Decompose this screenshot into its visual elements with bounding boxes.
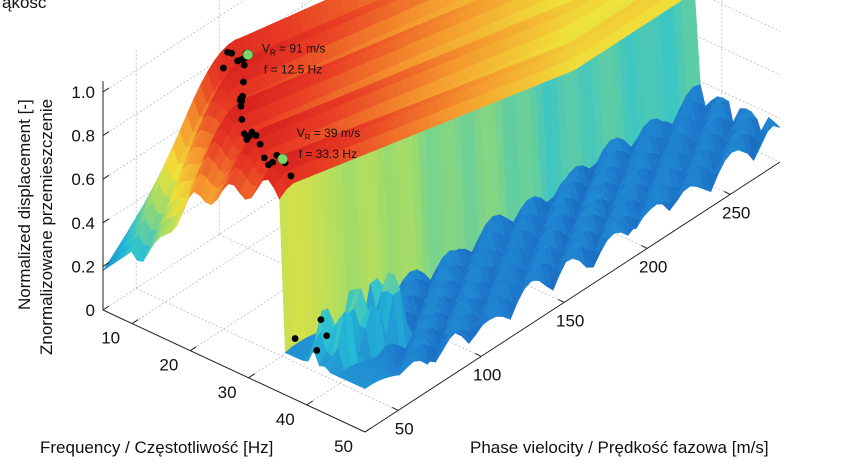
dispersion-point bbox=[269, 158, 277, 166]
dispersion-point bbox=[228, 49, 236, 57]
y-tick-mark bbox=[306, 400, 314, 406]
x-tick-label: 200 bbox=[639, 257, 667, 276]
x-tick-labels: 50 100 150 200 250 bbox=[391, 190, 750, 438]
z-axis-label-line2: Znormalizowane przemieszczenie bbox=[37, 99, 56, 355]
dispersion-point bbox=[238, 116, 246, 123]
dispersion-point bbox=[313, 347, 321, 354]
z-tick-label: 0.2 bbox=[71, 257, 95, 276]
dispersion-point bbox=[252, 132, 260, 139]
z-tick-label: 0.4 bbox=[71, 214, 95, 233]
highlight-point bbox=[242, 49, 254, 60]
z-tick-label: 0.6 bbox=[71, 170, 95, 189]
y-tick-mark bbox=[131, 319, 139, 324]
surface-patch bbox=[358, 380, 373, 389]
z-axis-label: Normalized displacement [-] Znormalizowa… bbox=[15, 99, 56, 355]
z-tick-mark bbox=[102, 261, 110, 267]
annotation-frequency: f = 12.5 Hz bbox=[264, 63, 322, 77]
x-tick-label: 150 bbox=[556, 311, 584, 330]
dispersion-point bbox=[219, 64, 227, 72]
x-tick-label: 50 bbox=[395, 419, 414, 438]
z-tick-labels: 0 0.2 0.4 0.6 0.8 1.0 bbox=[71, 83, 110, 320]
y-axis-line bbox=[102, 309, 366, 433]
x-tick-mark bbox=[474, 352, 482, 357]
top-text-fragment: ąkość bbox=[2, 0, 47, 12]
z-tick-mark bbox=[102, 87, 110, 93]
y-tick-label: 10 bbox=[101, 329, 120, 348]
z-tick-mark bbox=[102, 131, 110, 137]
z-tick-mark bbox=[102, 218, 110, 224]
y-tick-labels: 10 20 30 40 50 bbox=[101, 319, 372, 456]
dispersion-point bbox=[240, 78, 247, 86]
x-tick-mark bbox=[391, 406, 399, 411]
z-tick-label: 0.8 bbox=[71, 127, 95, 146]
y-tick-label: 30 bbox=[218, 383, 237, 402]
y-tick-mark bbox=[248, 373, 255, 379]
z-tick-label: 0 bbox=[86, 301, 95, 320]
annotations: VR = 91 m/s f = 12.5 Hz VR = 39 m/s f = 33.… bbox=[262, 42, 360, 161]
x-tick-label: 100 bbox=[473, 365, 501, 384]
x-tick-label: 250 bbox=[722, 203, 750, 222]
y-tick-label: 40 bbox=[276, 410, 295, 429]
x-axis-line bbox=[364, 161, 781, 433]
z-axis-label-line1: Normalized displacement [-] bbox=[15, 99, 34, 310]
y-axis-label: Frequency / Częstotliwość [Hz] bbox=[40, 438, 273, 457]
axis-lines bbox=[102, 81, 781, 433]
annotation-velocity: VR = 39 m/s bbox=[297, 126, 360, 142]
y-tick-mark bbox=[364, 427, 372, 433]
dispersion-point bbox=[256, 140, 264, 148]
z-tick-label: 1.0 bbox=[71, 83, 95, 102]
dispersion-point bbox=[323, 332, 331, 340]
surface-layer bbox=[102, 0, 781, 389]
annotation-velocity: VR = 91 m/s bbox=[262, 42, 325, 58]
dispersion-point bbox=[240, 61, 248, 69]
dispersion-point bbox=[237, 102, 245, 110]
y-tick-mark bbox=[190, 346, 197, 352]
z-tick-mark bbox=[102, 305, 110, 311]
x-tick-mark bbox=[723, 190, 731, 195]
x-axis-label: Phase vielocity / Prędkość fazowa [m/s] bbox=[470, 438, 769, 457]
dispersion-point bbox=[236, 96, 244, 104]
dispersion-point bbox=[291, 335, 299, 342]
x-tick-mark bbox=[640, 244, 648, 249]
dispersion-points bbox=[219, 48, 331, 354]
dispersion-point bbox=[260, 154, 268, 162]
y-tick-label: 20 bbox=[159, 356, 178, 375]
x-tick-mark bbox=[557, 298, 565, 303]
dispersion-point bbox=[287, 172, 295, 180]
highlight-point bbox=[277, 153, 289, 165]
dispersion-point bbox=[317, 316, 325, 324]
y-tick-label: 50 bbox=[334, 437, 353, 456]
annotation-frequency: f = 33.3 Hz bbox=[299, 147, 357, 161]
z-tick-mark bbox=[102, 174, 110, 180]
grid-line bbox=[136, 288, 399, 411]
dispersion-point bbox=[240, 130, 248, 138]
grid-line bbox=[712, 0, 781, 32]
